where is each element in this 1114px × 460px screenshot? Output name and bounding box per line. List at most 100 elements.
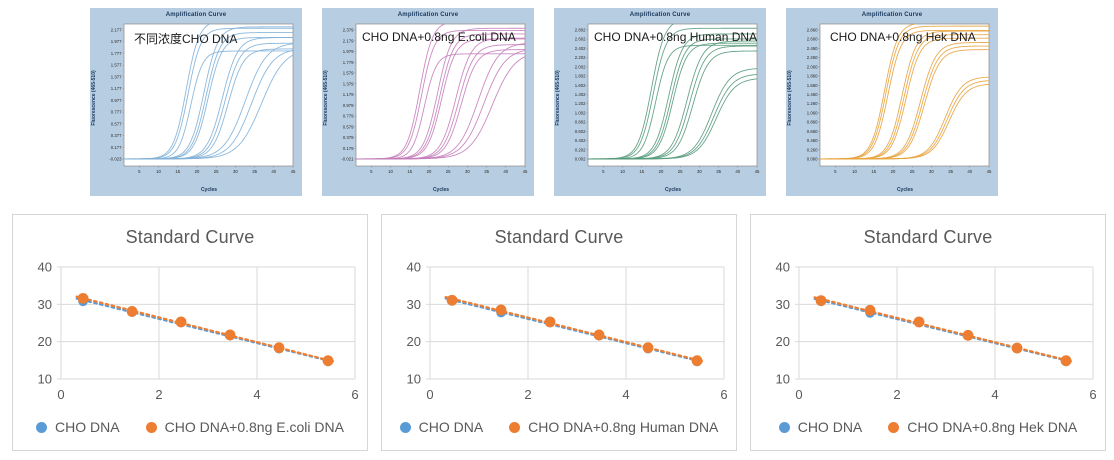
legend-label: CHO DNA+0.8ng Hek DNA	[907, 419, 1078, 435]
amp-plot-title: Amplification Curve	[861, 12, 923, 18]
svg-text:0.177: 0.177	[111, 145, 122, 150]
svg-text:6: 6	[351, 387, 358, 402]
legend-item-spiked: CHO DNA+0.8ng Human DNA	[509, 419, 718, 435]
svg-text:2.202: 2.202	[575, 55, 586, 60]
svg-text:0.977: 0.977	[111, 98, 122, 103]
svg-text:45: 45	[523, 169, 528, 174]
std-chart-human: Standard Curve 10 20 30 40 0 2 4 6 CHO DNA CHO …	[381, 214, 737, 451]
svg-text:0.202: 0.202	[575, 147, 586, 152]
svg-text:20: 20	[776, 334, 790, 349]
amp-y-axis-label: Fluorescence (465-510)	[555, 70, 561, 126]
svg-text:25: 25	[678, 169, 683, 174]
amp-plot-canvas: 2.177 1.977 1.777 1.577 1.377 1.177 0.977 0.777…	[90, 8, 302, 196]
amp-plot-title: Amplification Curve	[397, 12, 459, 18]
svg-text:1.579: 1.579	[343, 71, 354, 76]
std-chart-title: Standard Curve	[494, 226, 624, 247]
svg-text:40: 40	[503, 169, 508, 174]
svg-text:2.460: 2.460	[807, 46, 818, 51]
svg-text:4: 4	[253, 387, 260, 402]
svg-text:6: 6	[1089, 387, 1096, 402]
svg-text:45: 45	[755, 169, 760, 174]
svg-text:2.060: 2.060	[807, 64, 818, 69]
svg-text:15: 15	[871, 169, 876, 174]
svg-text:2.802: 2.802	[575, 28, 586, 33]
svg-text:10: 10	[407, 372, 421, 387]
svg-text:0: 0	[426, 387, 433, 402]
svg-text:-0.021: -0.021	[341, 157, 354, 162]
amp-x-axis-label: Cycles	[432, 187, 450, 193]
svg-text:35: 35	[716, 169, 721, 174]
svg-text:2.179: 2.179	[343, 38, 354, 43]
svg-text:20: 20	[891, 169, 896, 174]
svg-text:2.660: 2.660	[807, 37, 818, 42]
svg-text:30: 30	[776, 297, 790, 312]
svg-text:30: 30	[233, 169, 238, 174]
svg-text:30: 30	[465, 169, 470, 174]
legend-marker-icon	[145, 421, 157, 433]
svg-text:0.577: 0.577	[111, 121, 122, 126]
svg-text:15: 15	[407, 169, 412, 174]
legend-marker-icon	[888, 421, 900, 433]
svg-text:1.260: 1.260	[807, 101, 818, 106]
svg-text:25: 25	[446, 169, 451, 174]
svg-text:2.379: 2.379	[343, 28, 354, 33]
svg-text:1.577: 1.577	[111, 63, 122, 68]
svg-text:15: 15	[639, 169, 644, 174]
svg-text:45: 45	[291, 169, 296, 174]
svg-text:0.777: 0.777	[111, 110, 122, 115]
legend-label: CHO DNA	[55, 419, 120, 435]
amp-panel-ecoli: 2.379 2.179 1.979 1.779 1.579 1.379 1.179 0.979…	[322, 8, 534, 196]
svg-text:-0.023: -0.023	[109, 157, 122, 162]
svg-text:2.402: 2.402	[575, 46, 586, 51]
svg-text:2: 2	[155, 387, 162, 402]
legend-marker-icon	[509, 421, 521, 433]
svg-text:1.402: 1.402	[575, 92, 586, 97]
svg-text:30: 30	[38, 297, 52, 312]
svg-text:1.177: 1.177	[111, 86, 122, 91]
legend-label: CHO DNA	[418, 419, 484, 435]
amp-annotation: CHO DNA+0.8ng Human DNA	[594, 30, 758, 44]
legend-item-cho: CHO DNA	[36, 419, 120, 435]
svg-text:6: 6	[720, 387, 727, 402]
svg-text:0.860: 0.860	[807, 120, 818, 125]
svg-text:30: 30	[697, 169, 702, 174]
svg-text:40: 40	[735, 169, 740, 174]
legend-marker-icon	[399, 421, 411, 433]
svg-text:20: 20	[38, 334, 52, 349]
amp-y-axis-label: Fluorescence (465-510)	[323, 70, 329, 126]
legend-item-spiked: CHO DNA+0.8ng Hek DNA	[888, 419, 1077, 435]
svg-text:20: 20	[427, 169, 432, 174]
svg-text:0.179: 0.179	[343, 146, 354, 151]
svg-text:40: 40	[271, 169, 276, 174]
svg-text:1.660: 1.660	[807, 83, 818, 88]
svg-text:30: 30	[929, 169, 934, 174]
svg-text:0.379: 0.379	[343, 135, 354, 140]
svg-text:40: 40	[776, 260, 790, 275]
chart-legend: CHO DNA CHO DNA+0.8ng Hek DNA	[751, 407, 1105, 447]
svg-text:1.777: 1.777	[111, 51, 122, 56]
svg-text:25: 25	[910, 169, 915, 174]
svg-text:10: 10	[156, 169, 161, 174]
svg-text:20: 20	[659, 169, 664, 174]
svg-text:10: 10	[620, 169, 625, 174]
legend-label: CHO DNA+0.8ng E.coli DNA	[164, 419, 344, 435]
svg-text:1.977: 1.977	[111, 39, 122, 44]
svg-text:0.602: 0.602	[575, 129, 586, 134]
amp-plot-canvas: 2.379 2.179 1.979 1.779 1.579 1.379 1.179 0.979…	[322, 8, 534, 196]
svg-text:0.002: 0.002	[575, 157, 586, 162]
amp-annotation: CHO DNA+0.8ng Hek DNA	[830, 30, 976, 44]
legend-item-spiked: CHO DNA+0.8ng E.coli DNA	[145, 419, 344, 435]
svg-text:10: 10	[388, 169, 393, 174]
svg-text:20: 20	[195, 169, 200, 174]
std-chart-ecoli: Standard Curve 10 20 30 40 0 2 4 6 CHO DNA CHO …	[12, 214, 368, 451]
svg-text:35: 35	[252, 169, 257, 174]
svg-text:40: 40	[407, 260, 421, 275]
svg-text:2.002: 2.002	[575, 64, 586, 69]
svg-text:1.002: 1.002	[575, 110, 586, 115]
amplification-row: 2.177 1.977 1.777 1.577 1.377 1.177 0.977 0.777…	[90, 8, 998, 196]
chart-legend: CHO DNA CHO DNA+0.8ng E.coli DNA	[13, 407, 367, 447]
legend-label: CHO DNA	[797, 419, 863, 435]
amp-y-axis-label: Fluorescence (465-510)	[787, 70, 793, 126]
svg-text:2.602: 2.602	[575, 37, 586, 42]
